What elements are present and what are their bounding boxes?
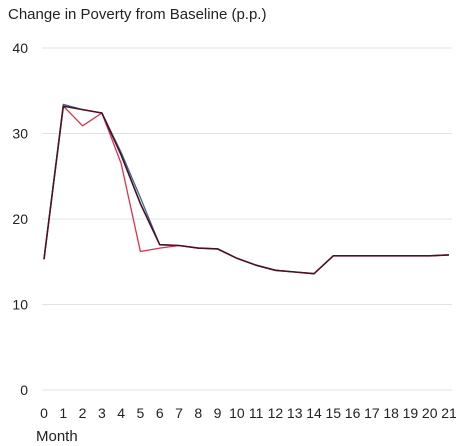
x-tick-label: 4 [117, 405, 125, 421]
x-tick-labels: 0 1 2 3 4 5 6 7 8 9 10 11 12 13 14 15 16 17 18 19 20 21 [40, 405, 456, 421]
series-line-0 [43, 103, 450, 275]
x-tick-label: 14 [306, 405, 322, 421]
x-tick-label: 7 [175, 405, 183, 421]
y-tick-label: 30 [12, 126, 28, 142]
x-tick-label: 9 [214, 405, 222, 421]
grid-layer [42, 47, 452, 391]
x-tick-label: 12 [268, 405, 284, 421]
y-tick-labels: 0 10 20 30 40 [12, 40, 28, 398]
x-tick-label: 16 [345, 405, 361, 421]
x-tick-label: 10 [229, 405, 245, 421]
series-line-1 [43, 105, 450, 275]
x-tick-label: 0 [40, 405, 48, 421]
y-tick-label: 10 [12, 297, 28, 313]
y-tick-label: 20 [12, 211, 28, 227]
x-tick-label: 13 [287, 405, 303, 421]
x-tick-label: 3 [98, 405, 106, 421]
x-tick-label: 18 [383, 405, 399, 421]
x-tick-label: 1 [59, 405, 67, 421]
series-layer [43, 103, 450, 275]
series-line-2 [43, 105, 450, 275]
x-tick-label: 2 [79, 405, 87, 421]
x-tick-label: 21 [441, 405, 456, 421]
x-tick-label: 15 [325, 405, 341, 421]
x-tick-label: 17 [364, 405, 380, 421]
x-tick-label: 5 [137, 405, 145, 421]
x-tick-label: 19 [403, 405, 419, 421]
chart-title: Change in Poverty from Baseline (p.p.) [8, 6, 267, 23]
x-tick-label: 11 [249, 405, 264, 421]
x-tick-label: 8 [194, 405, 202, 421]
y-tick-label: 0 [20, 382, 28, 398]
x-axis-label: Month [36, 428, 78, 445]
x-tick-label: 6 [156, 405, 164, 421]
y-tick-label: 40 [12, 40, 28, 56]
x-tick-label: 20 [422, 405, 438, 421]
